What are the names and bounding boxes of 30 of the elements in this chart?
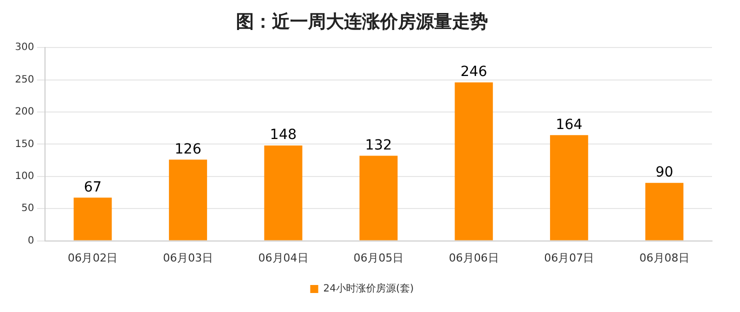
x-tick-label: 06月05日: [354, 251, 404, 264]
data-label: 90: [655, 164, 674, 180]
x-tick-label: 06月06日: [448, 251, 499, 264]
x-tick-label: 06月02日: [68, 251, 118, 264]
data-label: 132: [365, 137, 392, 154]
data-label: 67: [84, 179, 102, 196]
bar: [550, 135, 588, 240]
x-tick-label: 06月07日: [544, 251, 594, 264]
legend-label: 24小时涨价房源(套): [323, 282, 414, 295]
bar: [359, 156, 398, 240]
bar: [645, 182, 684, 240]
bar: [74, 198, 112, 240]
y-tick-label: 100: [14, 170, 34, 182]
y-tick-label: 300: [14, 42, 34, 54]
x-tick-label: 06月03日: [162, 251, 213, 264]
bar: [168, 160, 208, 240]
data-label: 126: [174, 141, 202, 158]
data-label: 148: [270, 127, 297, 144]
data-label: 246: [460, 64, 488, 80]
chart-title: 图：近一周大连涨价房源量走势: [236, 11, 488, 32]
y-tick-label: 50: [21, 203, 34, 214]
bar: [454, 82, 493, 240]
x-tick-label: 06月08日: [639, 251, 690, 264]
y-tick-label: 250: [14, 74, 34, 86]
data-label: 164: [556, 116, 583, 133]
bar: [264, 145, 302, 240]
y-tick-label: 150: [14, 138, 34, 150]
y-tick-label: 0: [28, 235, 34, 246]
y-tick-label: 200: [14, 106, 34, 118]
x-tick-label: 06月04日: [258, 251, 308, 264]
